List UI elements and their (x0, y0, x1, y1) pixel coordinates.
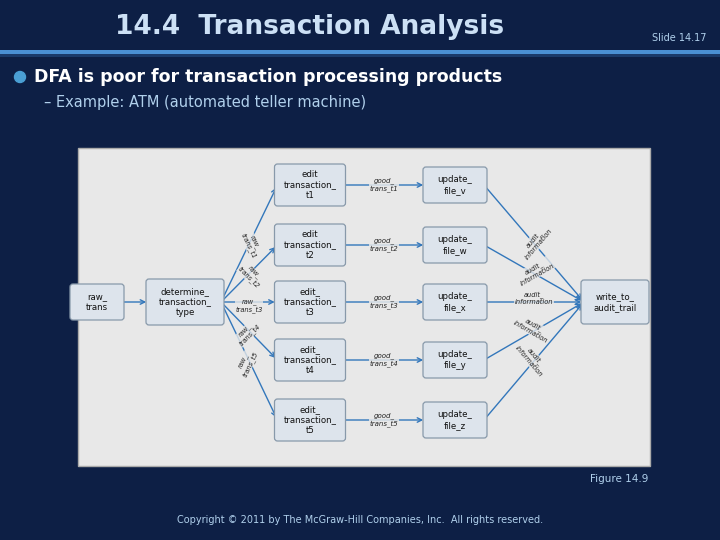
Text: audit_
information: audit_ information (515, 291, 553, 305)
FancyBboxPatch shape (423, 167, 487, 203)
Text: raw_
trans_t4: raw_ trans_t4 (233, 318, 262, 347)
FancyBboxPatch shape (423, 402, 487, 438)
Text: raw_
trans_t3: raw_ trans_t3 (235, 299, 263, 313)
Text: audit_
information: audit_ information (514, 340, 549, 379)
FancyBboxPatch shape (274, 399, 346, 441)
Text: audit_
information: audit_ information (513, 313, 553, 344)
FancyBboxPatch shape (78, 148, 650, 466)
Bar (0, 50, 720, 54)
FancyBboxPatch shape (274, 339, 346, 381)
Text: good_
trans_t4: good_ trans_t4 (370, 353, 399, 367)
FancyBboxPatch shape (146, 279, 224, 325)
Bar (0, 0, 720, 52)
Text: good_
trans_t5: good_ trans_t5 (370, 413, 399, 427)
Bar (0, 54, 720, 57)
FancyBboxPatch shape (274, 224, 346, 266)
Text: update_
file_w: update_ file_w (438, 235, 472, 255)
Text: write_to_
audit_trail: write_to_ audit_trail (593, 292, 636, 312)
Text: edit_
transaction_
t5: edit_ transaction_ t5 (284, 405, 336, 435)
Text: update_
file_x: update_ file_x (438, 292, 472, 312)
FancyBboxPatch shape (274, 281, 346, 323)
Text: Figure 14.9: Figure 14.9 (590, 474, 648, 484)
Text: audit_
information: audit_ information (518, 222, 554, 261)
Text: update_
file_z: update_ file_z (438, 410, 472, 430)
Text: good_
trans_t1: good_ trans_t1 (370, 178, 399, 192)
FancyBboxPatch shape (70, 284, 124, 320)
Text: Slide 14.17: Slide 14.17 (652, 33, 706, 43)
Text: raw_
trans_t2: raw_ trans_t2 (236, 261, 266, 290)
Text: DFA is poor for transaction processing products: DFA is poor for transaction processing p… (34, 68, 503, 86)
Text: 14.4  Transaction Analysis: 14.4 Transaction Analysis (115, 14, 505, 40)
Text: good_
trans_t3: good_ trans_t3 (370, 295, 399, 309)
Text: raw_
trans: raw_ trans (86, 292, 108, 312)
Text: – Example: ATM (automated teller machine): – Example: ATM (automated teller machine… (44, 96, 366, 111)
FancyBboxPatch shape (274, 164, 346, 206)
Text: edit
transaction_
t1: edit transaction_ t1 (284, 170, 336, 200)
Text: raw_
trans_t5: raw_ trans_t5 (235, 347, 259, 377)
Circle shape (14, 71, 25, 83)
Text: determine_
transaction_
type: determine_ transaction_ type (158, 287, 212, 317)
FancyBboxPatch shape (423, 227, 487, 263)
Text: raw_
trans_t1: raw_ trans_t1 (240, 230, 264, 260)
FancyBboxPatch shape (423, 284, 487, 320)
FancyBboxPatch shape (423, 342, 487, 378)
Text: Copyright © 2011 by The McGraw-Hill Companies, Inc.  All rights reserved.: Copyright © 2011 by The McGraw-Hill Comp… (177, 515, 543, 525)
Text: edit_
transaction_
t4: edit_ transaction_ t4 (284, 345, 336, 375)
Text: edit_
transaction_
t3: edit_ transaction_ t3 (284, 287, 336, 317)
Text: edit
transaction_
t2: edit transaction_ t2 (284, 230, 336, 260)
Text: update_
file_v: update_ file_v (438, 175, 472, 195)
Text: audit_
information: audit_ information (516, 255, 556, 287)
FancyBboxPatch shape (581, 280, 649, 324)
Text: good_
trans_t2: good_ trans_t2 (370, 238, 399, 252)
Text: update_
file_y: update_ file_y (438, 350, 472, 370)
